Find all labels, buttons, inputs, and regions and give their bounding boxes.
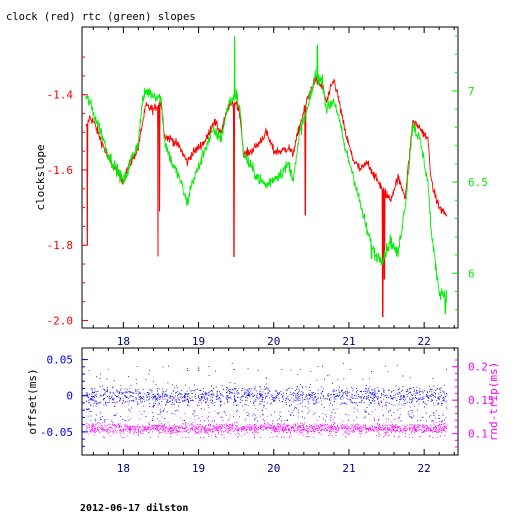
- x-tick-label: 19: [192, 335, 205, 348]
- y2-tick-label: 6.5: [468, 176, 488, 189]
- y2-tick-label: 0.15: [468, 394, 495, 407]
- y-axis-label: clockslope: [34, 144, 47, 210]
- clock-series-line: [85, 75, 448, 318]
- y2-tick-label: 0.2: [468, 361, 488, 374]
- plot-frame: [81, 347, 459, 456]
- y2-tick-label: 0.1: [468, 428, 488, 441]
- offset-scatter-points: [85, 362, 448, 422]
- figure-title: clock (red) rtc (green) slopes: [6, 11, 196, 23]
- y-tick-label: -1.4: [47, 89, 74, 102]
- y-tick-label: -1.8: [47, 239, 74, 252]
- rnd-trip-scatter-points: [86, 396, 448, 439]
- y2-tick-label: 6: [468, 267, 475, 280]
- x-tick-label: 21: [342, 335, 355, 348]
- y2-axis-label: rnd-trip(ms): [487, 362, 500, 441]
- x-tick-label: 21: [342, 462, 355, 475]
- offset-plot: 18 19 20 21 22 -0.05 0 0.05 0.1 0.15 0.2 offset(ms)…: [26, 347, 500, 475]
- rtc-series-line: [85, 36, 448, 314]
- x-tick-label: 19: [192, 462, 205, 475]
- slopes-plot: 18 19 20 21 22 -2.0 -1.8 -1.6 -1.4 6 6.5 7 clockslop…: [34, 26, 488, 348]
- y-tick-label: 0.05: [47, 354, 74, 367]
- figure-footer: 2012-06-17 dilston: [80, 502, 188, 512]
- x-tick-label: 20: [267, 462, 280, 475]
- y-axis-label: offset(ms): [26, 368, 39, 434]
- x-tick-label: 22: [418, 462, 431, 475]
- x-tick-label: 18: [117, 335, 130, 348]
- y-tick-label: -1.6: [47, 164, 74, 177]
- x-tick-label: 22: [418, 335, 431, 348]
- x-tick-label: 20: [267, 335, 280, 348]
- y-tick-label: 0: [66, 390, 73, 403]
- x-tick-label: 18: [117, 462, 130, 475]
- plot-frame: [81, 26, 459, 329]
- y-tick-label: -2.0: [47, 314, 74, 327]
- y-tick-label: -0.05: [40, 426, 73, 439]
- y2-tick-label: 7: [468, 85, 475, 98]
